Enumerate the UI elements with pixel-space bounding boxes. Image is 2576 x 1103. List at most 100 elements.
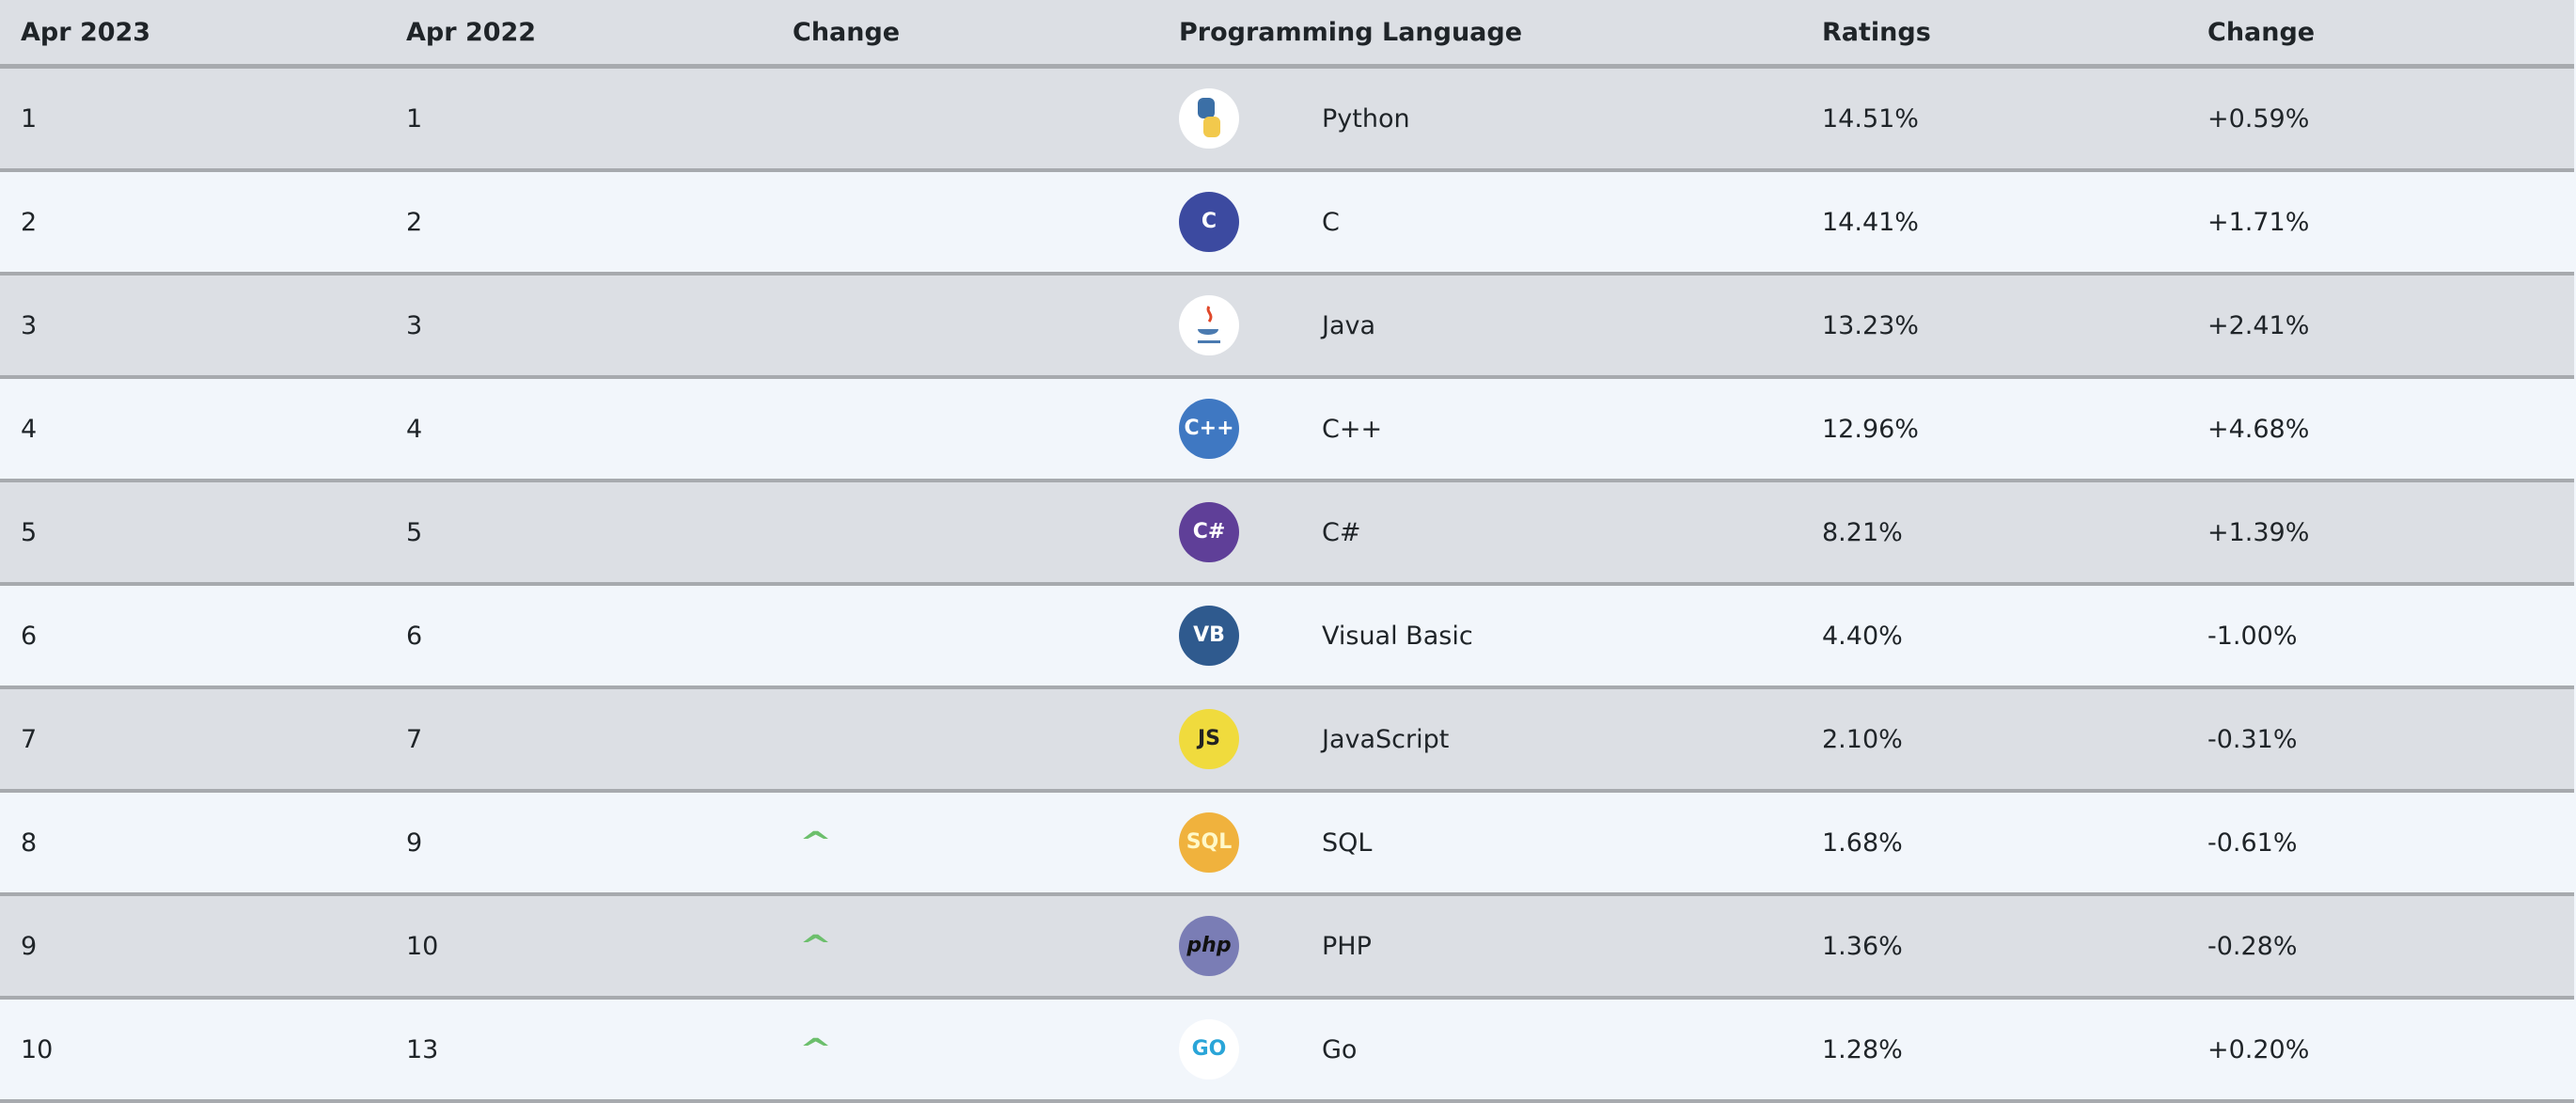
- table-row: 10 13 ^ GO Go 1.28% +0.20%: [0, 998, 2574, 1103]
- header-apr-2022[interactable]: Apr 2022: [406, 0, 793, 69]
- change-cell: ^: [793, 894, 1179, 1000]
- language-name[interactable]: Visual Basic: [1322, 584, 1822, 689]
- rank-current: 10: [0, 998, 406, 1103]
- javascript-logo-icon: JS: [1179, 709, 1239, 769]
- change-cell: [793, 584, 1179, 689]
- rating-change: +1.39%: [2207, 481, 2574, 586]
- change-cell: [793, 170, 1179, 276]
- rank-previous: 4: [406, 377, 793, 482]
- table-row: 3 3 Java 13.23% +2.41%: [0, 274, 2574, 379]
- rank-current: 4: [0, 377, 406, 482]
- table-row: 9 10 ^ php PHP 1.36% -0.28%: [0, 894, 2574, 1000]
- rating: 8.21%: [1822, 481, 2207, 586]
- sql-logo-icon: SQL: [1179, 812, 1239, 873]
- rating: 2.10%: [1822, 687, 2207, 793]
- table-row: 6 6 VB Visual Basic 4.40% -1.00%: [0, 584, 2574, 689]
- change-cell: [793, 66, 1179, 172]
- logo-cell: VB: [1179, 584, 1322, 689]
- header-ratings[interactable]: Ratings: [1822, 0, 2207, 69]
- language-name[interactable]: PHP: [1322, 894, 1822, 1000]
- rank-current: 3: [0, 274, 406, 379]
- logo-cell: C#: [1179, 481, 1322, 586]
- rank-previous: 10: [406, 894, 793, 1000]
- table-row: 1 1 Python 14.51% +0.59%: [0, 66, 2574, 172]
- change-cell: [793, 377, 1179, 482]
- language-name[interactable]: C#: [1322, 481, 1822, 586]
- visual-basic-logo-icon: VB: [1179, 606, 1239, 666]
- rating: 14.41%: [1822, 170, 2207, 276]
- language-name[interactable]: Go: [1322, 998, 1822, 1103]
- language-name[interactable]: Java: [1322, 274, 1822, 379]
- rating-change: -0.61%: [2207, 791, 2574, 896]
- rank-previous: 13: [406, 998, 793, 1103]
- go-logo-icon: GO: [1179, 1019, 1239, 1079]
- header-change[interactable]: Change: [793, 0, 1179, 69]
- rank-previous: 9: [406, 791, 793, 896]
- rank-previous: 1: [406, 66, 793, 172]
- language-name[interactable]: C++: [1322, 377, 1822, 482]
- rating-change: -1.00%: [2207, 584, 2574, 689]
- rank-current: 1: [0, 66, 406, 172]
- rating-change: +0.59%: [2207, 66, 2574, 172]
- logo-cell: SQL: [1179, 791, 1322, 896]
- rank-previous: 3: [406, 274, 793, 379]
- rank-current: 7: [0, 687, 406, 793]
- language-name[interactable]: C: [1322, 170, 1822, 276]
- change-cell: ^: [793, 998, 1179, 1103]
- logo-cell: php: [1179, 894, 1322, 1000]
- change-cell: [793, 274, 1179, 379]
- chevron-up-icon: ^: [798, 929, 833, 963]
- rating-change: +0.20%: [2207, 998, 2574, 1103]
- rating-change: +4.68%: [2207, 377, 2574, 482]
- c-logo-icon: C: [1179, 192, 1239, 252]
- rating: 13.23%: [1822, 274, 2207, 379]
- table-row: 8 9 ^ SQL SQL 1.68% -0.61%: [0, 791, 2574, 896]
- header-spacer: [1322, 0, 1822, 69]
- rank-current: 2: [0, 170, 406, 276]
- header-programming-language[interactable]: Programming Language: [1179, 0, 1522, 69]
- chevron-up-icon: ^: [798, 826, 833, 859]
- logo-cell: C++: [1179, 377, 1322, 482]
- rank-previous: 2: [406, 170, 793, 276]
- rank-previous: 7: [406, 687, 793, 793]
- table-row: 7 7 JS JavaScript 2.10% -0.31%: [0, 687, 2574, 793]
- table-header-row: Apr 2023 Apr 2022 Change Programming Lan…: [0, 0, 2574, 69]
- python-logo-icon: [1179, 88, 1239, 149]
- rating: 1.28%: [1822, 998, 2207, 1103]
- rating: 14.51%: [1822, 66, 2207, 172]
- change-cell: [793, 687, 1179, 793]
- rank-previous: 6: [406, 584, 793, 689]
- language-name[interactable]: JavaScript: [1322, 687, 1822, 793]
- change-cell: ^: [793, 791, 1179, 896]
- php-logo-icon: php: [1179, 916, 1239, 976]
- chevron-up-icon: ^: [798, 1032, 833, 1066]
- rank-current: 9: [0, 894, 406, 1000]
- rank-current: 5: [0, 481, 406, 586]
- rank-current: 8: [0, 791, 406, 896]
- logo-cell: GO: [1179, 998, 1322, 1103]
- table-row: 4 4 C++ C++ 12.96% +4.68%: [0, 377, 2574, 482]
- language-name[interactable]: Python: [1322, 66, 1822, 172]
- logo-cell: JS: [1179, 687, 1322, 793]
- rank-current: 6: [0, 584, 406, 689]
- header-ratings-change[interactable]: Change: [2207, 0, 2574, 69]
- cpp-logo-icon: C++: [1179, 399, 1239, 459]
- rank-previous: 5: [406, 481, 793, 586]
- rating-change: +1.71%: [2207, 170, 2574, 276]
- rating-change: -0.31%: [2207, 687, 2574, 793]
- rating-change: +2.41%: [2207, 274, 2574, 379]
- table-row: 5 5 C# C# 8.21% +1.39%: [0, 481, 2574, 586]
- rating: 1.68%: [1822, 791, 2207, 896]
- rating-change: -0.28%: [2207, 894, 2574, 1000]
- rating: 12.96%: [1822, 377, 2207, 482]
- logo-cell: [1179, 66, 1322, 172]
- logo-cell: [1179, 274, 1322, 379]
- java-logo-icon: [1179, 295, 1239, 355]
- rating: 4.40%: [1822, 584, 2207, 689]
- header-apr-2023[interactable]: Apr 2023: [0, 0, 406, 69]
- logo-cell: C: [1179, 170, 1322, 276]
- change-cell: [793, 481, 1179, 586]
- rating: 1.36%: [1822, 894, 2207, 1000]
- language-name[interactable]: SQL: [1322, 791, 1822, 896]
